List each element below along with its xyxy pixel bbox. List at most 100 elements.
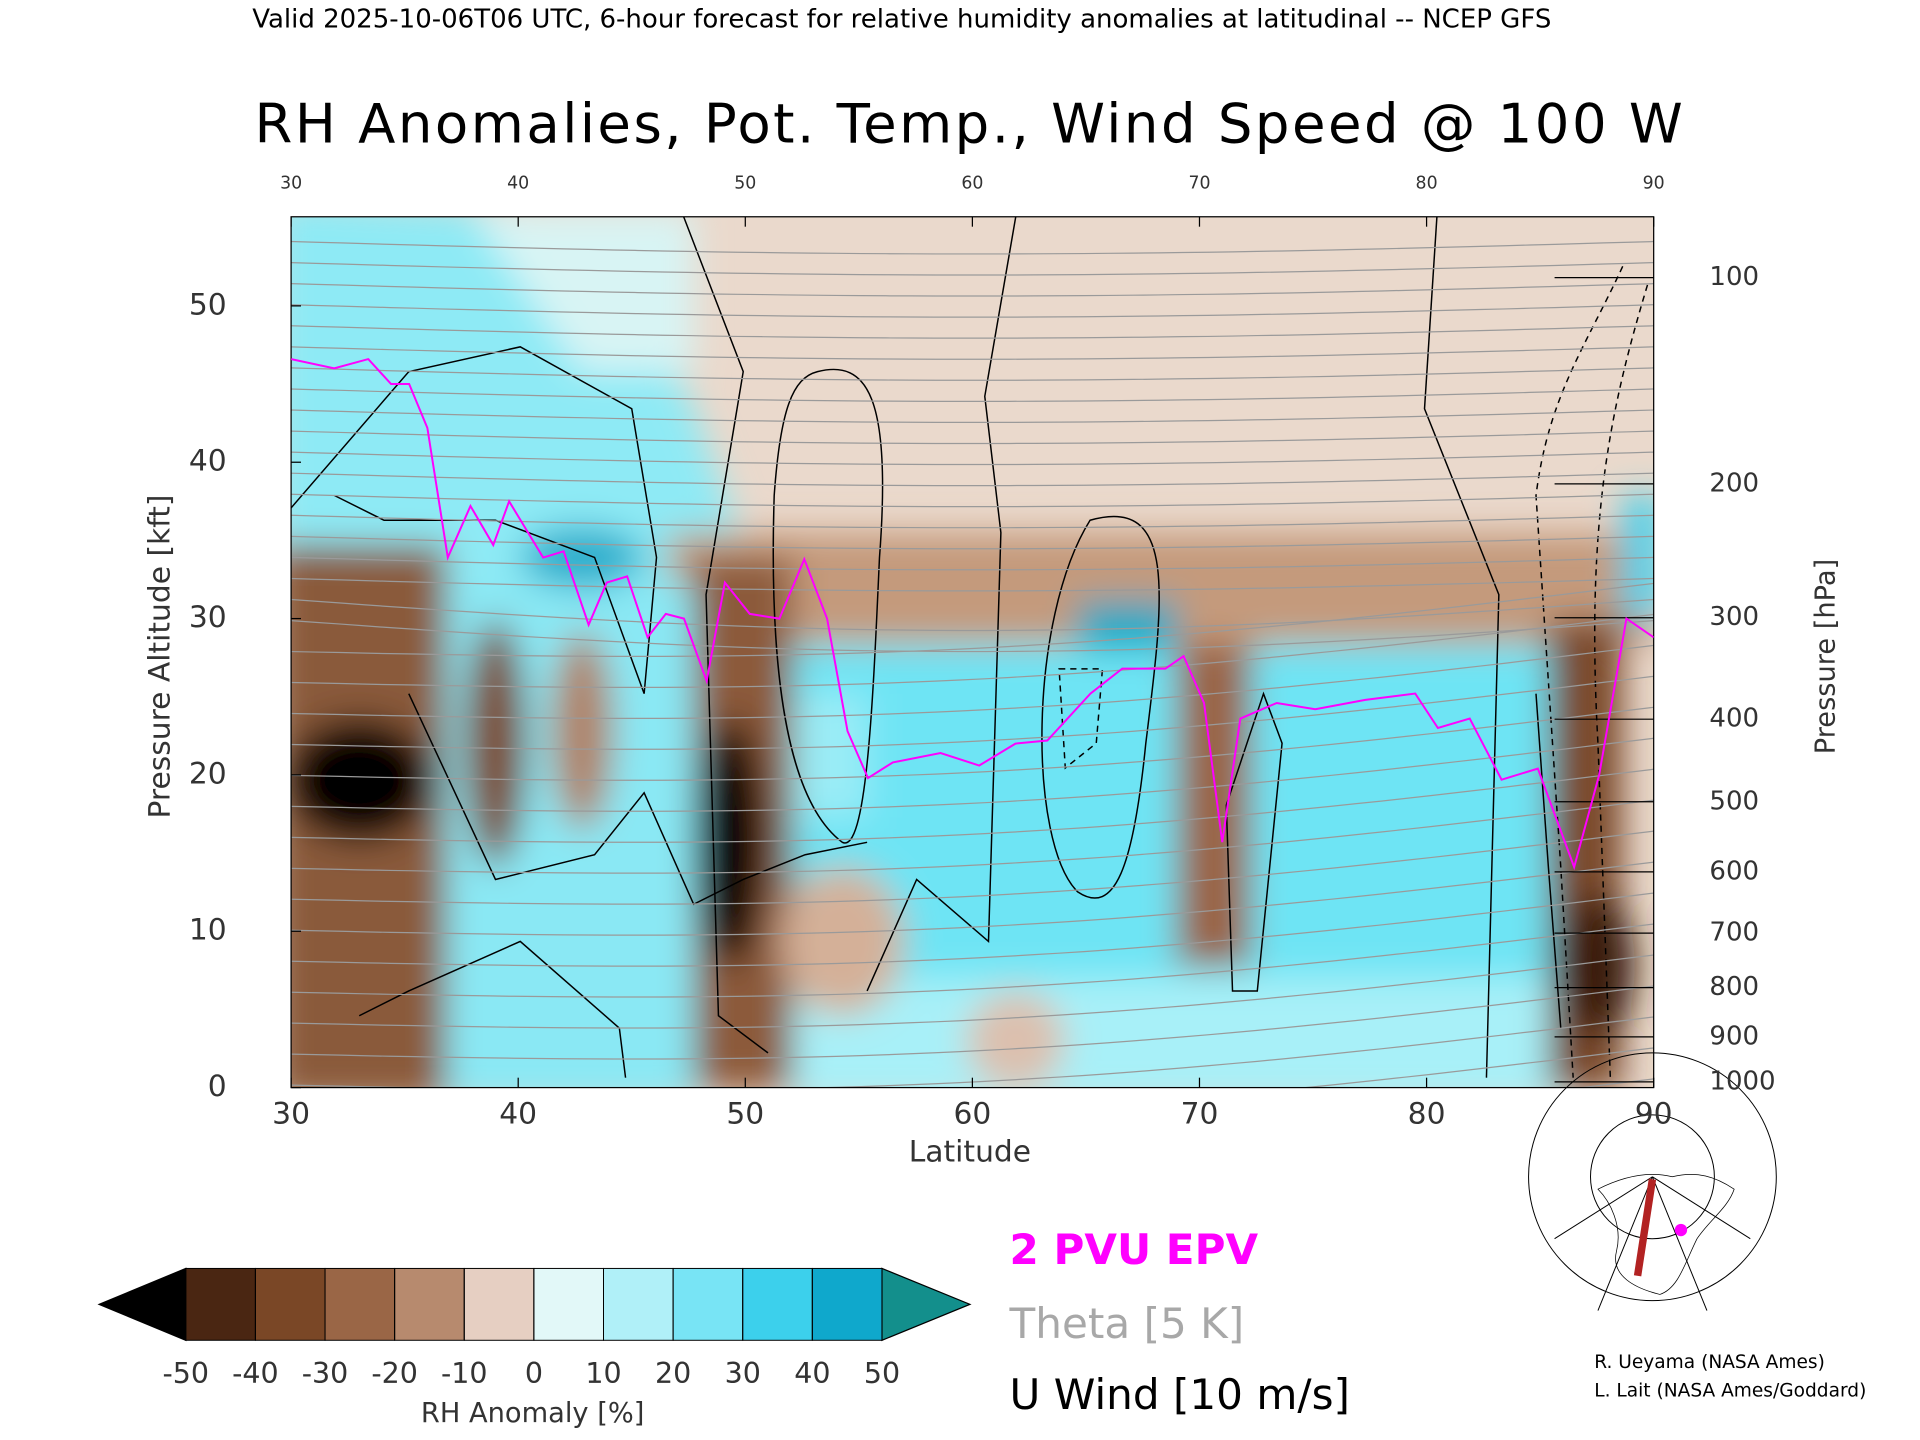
x-tick-label: 90	[1635, 1096, 1673, 1131]
colorbar-box	[533, 1267, 604, 1341]
theta-contour	[291, 675, 1654, 750]
x-tick-label: 40	[499, 1096, 537, 1131]
theta-contour	[291, 985, 1654, 1060]
x-top-tick-label: 90	[1643, 173, 1665, 193]
theta-contour	[291, 261, 1654, 276]
x-tick-label: 30	[272, 1096, 310, 1131]
x-top-tick-label: 50	[734, 173, 756, 193]
colorbar-box	[811, 1267, 883, 1341]
theta-contour	[291, 472, 1654, 487]
colorbar-label: RH Anomaly [%]	[421, 1398, 644, 1429]
credit: R. Ueyama (NASA Ames)	[1594, 1352, 1825, 1373]
theta-contour	[291, 304, 1654, 318]
credit: L. Lait (NASA Ames/Goddard)	[1594, 1381, 1866, 1402]
colorbar-box	[324, 1267, 396, 1341]
x-top-tick-label: 70	[1188, 173, 1210, 193]
theta-contour	[291, 283, 1654, 297]
pv-line	[291, 357, 1654, 871]
theta-contour	[291, 240, 1654, 255]
theta-contour	[291, 451, 1654, 466]
colorbar-box	[742, 1267, 813, 1341]
theta-contour	[291, 737, 1654, 812]
colorbar-under	[97, 1267, 187, 1342]
colorbar-tick-label: 40	[794, 1357, 830, 1390]
colorbar-box	[185, 1267, 256, 1341]
y2-tick-label: 300	[1709, 602, 1759, 632]
colorbar-box	[463, 1267, 535, 1341]
theta-contour	[291, 768, 1654, 843]
y-tick-label: 0	[208, 1069, 227, 1104]
y2-axis-label: Pressure [hPa]	[1811, 559, 1842, 754]
legend-entry: Theta [5 K]	[1009, 1299, 1245, 1348]
y2-tick-label: 600	[1709, 856, 1759, 886]
theta-contour	[291, 830, 1654, 905]
y2-tick-label: 800	[1709, 972, 1759, 1002]
colorbar-box	[672, 1267, 744, 1341]
x-top-tick-label: 40	[507, 173, 529, 193]
x-tick-label: 60	[953, 1096, 991, 1131]
x-tick-label: 50	[726, 1096, 764, 1131]
y2-tick-label: 700	[1709, 918, 1759, 948]
x-tick-label: 70	[1181, 1096, 1219, 1131]
y-tick-label: 40	[189, 444, 227, 479]
locator-map	[1528, 1052, 1777, 1311]
theta-contour	[291, 577, 1654, 592]
theta-contour	[1299, 1047, 1654, 1088]
colorbar-tick-label: -30	[302, 1357, 349, 1390]
colorbar-box	[603, 1267, 674, 1341]
y-tick-label: 20	[189, 756, 227, 791]
y2-tick-label: 900	[1709, 1021, 1759, 1051]
theta-contour	[291, 923, 1654, 998]
x-top-tick-label: 60	[961, 173, 983, 193]
theta-contour	[291, 892, 1654, 967]
theta-contour	[291, 598, 1654, 632]
theta-contour	[291, 514, 1654, 529]
y2-tick-label: 100	[1709, 262, 1759, 292]
x-tick-label: 80	[1408, 1096, 1446, 1131]
theta-contour	[291, 409, 1654, 424]
theta-contour	[291, 799, 1654, 874]
colorbar-tick-label: 0	[525, 1357, 543, 1390]
colorbar-tick-label: -10	[441, 1357, 488, 1390]
theta-contour	[291, 535, 1654, 550]
colorbar-tick-label: -40	[232, 1357, 279, 1390]
y-axis-label: Pressure Altitude [kft]	[143, 495, 178, 819]
rh-field	[291, 216, 1654, 1276]
colorbar-tick-label: 10	[585, 1357, 621, 1390]
theta-contour	[291, 325, 1654, 339]
y2-tick-label: 400	[1709, 704, 1759, 734]
colorbar-over	[881, 1267, 972, 1342]
theta-contour	[291, 430, 1654, 445]
pv-group	[291, 357, 1654, 871]
wind-contours	[291, 216, 1562, 1078]
theta-contour	[291, 367, 1654, 381]
theta-contour	[291, 1172, 1654, 1245]
theta-contour	[291, 619, 1654, 653]
legend: 2 PVU EPV Theta [5 K] U Wind [10 m/s]	[1009, 1225, 1350, 1419]
y-tick-label: 50	[189, 287, 227, 322]
x-axis-label: Latitude	[909, 1135, 1031, 1170]
colorbar-tick-label: 50	[864, 1357, 900, 1390]
theta-contour	[291, 706, 1654, 781]
theta-contours	[291, 240, 1654, 1276]
theta-contour	[291, 556, 1654, 571]
theta-contour	[291, 613, 1654, 688]
x-top-tick-label: 30	[280, 173, 302, 193]
colorbar-tick-label: 20	[655, 1357, 691, 1390]
colorbar-box	[394, 1267, 465, 1341]
theta-contour	[291, 493, 1654, 508]
chart-title: RH Anomalies, Pot. Temp., Wind Speed @ 1…	[255, 92, 1686, 156]
theta-contour	[291, 1203, 1654, 1276]
legend-entry: 2 PVU EPV	[1010, 1225, 1259, 1274]
theta-contour	[291, 644, 1654, 719]
theta-contour	[291, 954, 1654, 1029]
theta-contour	[291, 346, 1654, 360]
wind-contours-negative	[1058, 266, 1649, 1078]
colorbar-tick-label: 30	[725, 1357, 761, 1390]
colorbar-box	[254, 1267, 326, 1341]
y2-tick-label: 500	[1709, 786, 1759, 816]
y-tick-label: 30	[189, 600, 227, 635]
colorbar: -50 -40 -30 -20 -10 0 10 20 30 40 50	[97, 1267, 972, 1390]
colorbar-tick-label: -20	[371, 1357, 418, 1390]
header: Valid 2025-10-06T06 UTC, 6-hour forecast…	[252, 4, 1551, 34]
